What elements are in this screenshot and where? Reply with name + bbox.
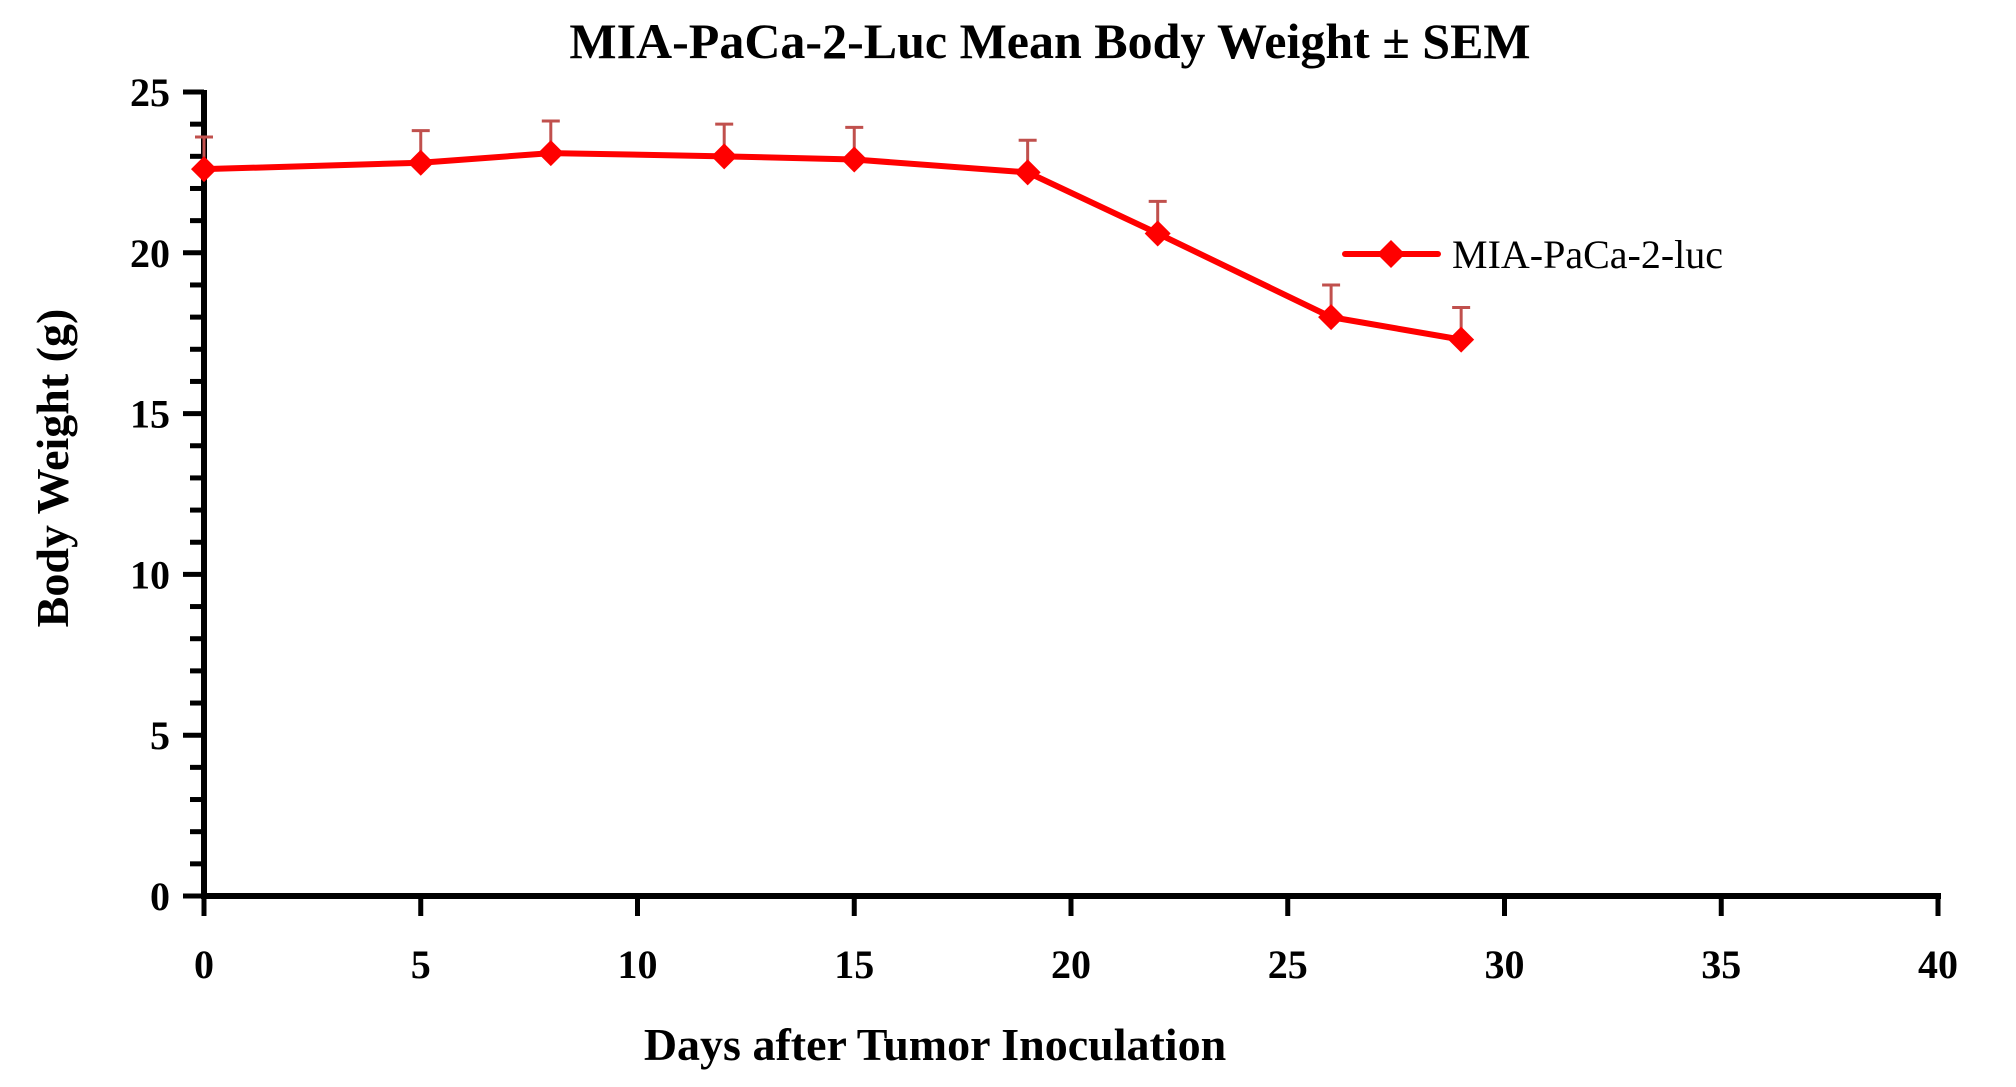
x-tick-label: 0 <box>194 942 214 987</box>
data-point-marker <box>841 146 868 173</box>
data-point-marker <box>1014 159 1041 186</box>
x-axis-title: Days after Tumor Inoculation <box>644 1019 1226 1070</box>
x-tick-label: 30 <box>1485 942 1525 987</box>
y-axis: 0 5 10 15 20 25 <box>130 70 207 919</box>
x-tick-label: 25 <box>1268 942 1308 987</box>
data-point-marker <box>407 149 434 176</box>
data-point-marker <box>711 143 738 170</box>
y-tick-label: 10 <box>130 552 170 597</box>
data-point-marker <box>1448 326 1475 353</box>
x-tick-label: 20 <box>1051 942 1091 987</box>
data-point-marker <box>1144 220 1171 247</box>
series-layer <box>191 119 1475 353</box>
y-tick-label: 20 <box>130 231 170 276</box>
x-tick-label: 40 <box>1918 942 1958 987</box>
series-line <box>203 150 1462 343</box>
chart-title: MIA-PaCa-2-Luc Mean Body Weight ± SEM <box>569 13 1530 69</box>
data-point-marker <box>191 156 217 183</box>
y-tick-label: 0 <box>150 874 170 919</box>
y-tick-label: 5 <box>150 713 170 758</box>
series-mia-paca-2-luc <box>191 119 1475 353</box>
x-axis: 0 5 10 15 20 25 30 35 40 <box>194 893 1958 987</box>
y-tick-label: 25 <box>130 70 170 115</box>
x-tick-label: 35 <box>1701 942 1741 987</box>
x-tick-label: 5 <box>411 942 431 987</box>
legend-label: MIA-PaCa-2-luc <box>1452 232 1723 277</box>
y-tick-label: 15 <box>130 392 170 437</box>
data-point-marker <box>1318 304 1345 331</box>
x-tick-label: 10 <box>618 942 658 987</box>
legend: MIA-PaCa-2-luc <box>1342 232 1723 277</box>
x-tick-label: 15 <box>834 942 874 987</box>
data-point-marker <box>537 140 564 167</box>
y-axis-title: Body Weight (g) <box>27 309 78 628</box>
legend-diamond-marker <box>1377 240 1405 268</box>
